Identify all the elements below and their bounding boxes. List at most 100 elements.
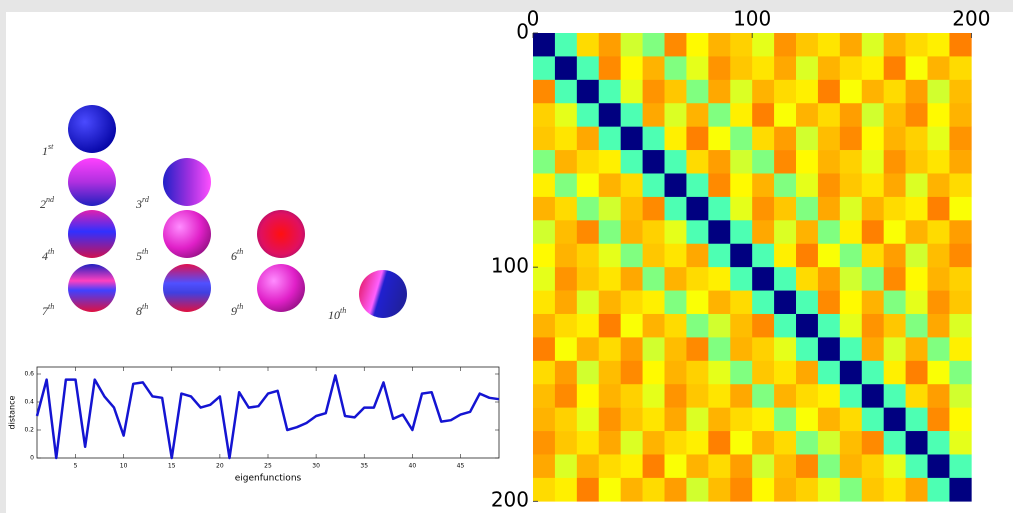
- heat-cell: [817, 243, 841, 268]
- heat-cell: [554, 243, 578, 268]
- heat-cell: [861, 477, 884, 502]
- heat-cell: [664, 150, 687, 174]
- heat-cell: [686, 173, 709, 198]
- heat-cell: [752, 79, 775, 104]
- heat-cell: [554, 79, 578, 104]
- heat-cell: [949, 407, 972, 432]
- heat-cell: [576, 56, 600, 81]
- heat-cell: [576, 220, 600, 245]
- heat-cell: [576, 313, 600, 338]
- heat-cell: [752, 103, 775, 127]
- label-number: 10: [328, 308, 340, 322]
- heat-cell: [796, 243, 819, 268]
- heat-cell: [598, 220, 621, 245]
- heat-cell: [796, 220, 819, 245]
- heat-cell: [861, 337, 884, 362]
- heat-cell: [796, 360, 819, 385]
- heat-cell: [774, 220, 797, 245]
- heat-cell: [905, 103, 928, 127]
- heat-cell: [664, 33, 687, 57]
- heat-cell: [686, 431, 709, 455]
- heat-cell: [861, 243, 884, 268]
- heat-cell: [664, 56, 687, 81]
- label-superscript: th: [237, 302, 243, 311]
- heat-cell: [861, 196, 884, 221]
- heat-cell: [817, 196, 841, 221]
- heat-cell: [949, 431, 972, 455]
- heat-cell: [686, 337, 709, 362]
- heat-cell: [817, 313, 841, 338]
- heat-cell: [642, 173, 665, 198]
- heat-cell: [927, 150, 950, 174]
- heat-cell: [861, 33, 884, 57]
- heat-cell: [554, 173, 578, 198]
- heat-cell: [642, 267, 665, 291]
- heat-cell: [664, 196, 687, 221]
- sphere: [68, 158, 116, 206]
- heat-cell: [861, 103, 884, 127]
- heat-cell: [730, 243, 753, 268]
- heat-cell: [905, 243, 928, 268]
- heat-cell: [686, 150, 709, 174]
- heat-cell: [861, 384, 884, 408]
- heat-cell: [620, 126, 643, 151]
- heat-cell: [598, 313, 621, 338]
- heat-cell: [883, 79, 906, 104]
- heat-cell: [730, 407, 753, 432]
- heat-cell: [927, 79, 950, 104]
- heat-cell: [620, 477, 643, 502]
- heat-cell: [774, 243, 797, 268]
- heat-cell: [774, 79, 797, 104]
- heat-cell: [708, 313, 731, 338]
- heat-cell: [861, 431, 884, 455]
- heat-cell: [598, 384, 621, 408]
- heat-cell: [533, 220, 556, 245]
- heat-cell: [905, 290, 928, 315]
- heat-cell: [598, 56, 621, 81]
- heat-cell: [839, 360, 863, 385]
- heat-cell: [664, 103, 687, 127]
- heat-cell: [817, 103, 841, 127]
- y-tick-label: 0: [30, 455, 34, 462]
- heat-cell: [730, 33, 753, 57]
- heat-cell: [949, 196, 972, 221]
- heat-cell: [620, 196, 643, 221]
- label-number: 9: [231, 304, 237, 318]
- heat-cell: [686, 79, 709, 104]
- heat-cell: [598, 477, 621, 502]
- y-tick-label: 0.4: [24, 399, 34, 406]
- heat-cell: [839, 150, 863, 174]
- heat-cell: [664, 290, 687, 315]
- heat-cell: [752, 477, 775, 502]
- heat-cell: [642, 243, 665, 268]
- sphere: [257, 210, 305, 258]
- heat-cell: [642, 384, 665, 408]
- heat-cell: [752, 126, 775, 151]
- heat-cell: [774, 454, 797, 479]
- heat-cell: [927, 384, 950, 408]
- sphere-label: 6th: [231, 247, 243, 263]
- sphere-label: 4th: [42, 247, 54, 263]
- heat-cell: [533, 384, 556, 408]
- heat-cell: [642, 33, 665, 57]
- heat-cell: [927, 431, 950, 455]
- heat-cell: [927, 313, 950, 338]
- heat-cell: [839, 290, 863, 315]
- heat-cell: [554, 454, 578, 479]
- heat-cell: [708, 290, 731, 315]
- label-superscript: th: [237, 247, 243, 256]
- heat-cell: [533, 431, 556, 455]
- y-tick-label: 0: [516, 20, 529, 44]
- heat-cell: [817, 126, 841, 151]
- label-number: 3: [135, 197, 142, 211]
- heat-cell: [774, 313, 797, 338]
- heat-cell: [533, 267, 556, 291]
- heat-cell: [620, 103, 643, 127]
- heat-cell: [883, 33, 906, 57]
- heat-cell: [752, 313, 775, 338]
- heat-cell: [774, 407, 797, 432]
- heat-cell: [554, 126, 578, 151]
- heat-cell: [796, 384, 819, 408]
- heat-cell: [554, 220, 578, 245]
- heat-cell: [883, 431, 906, 455]
